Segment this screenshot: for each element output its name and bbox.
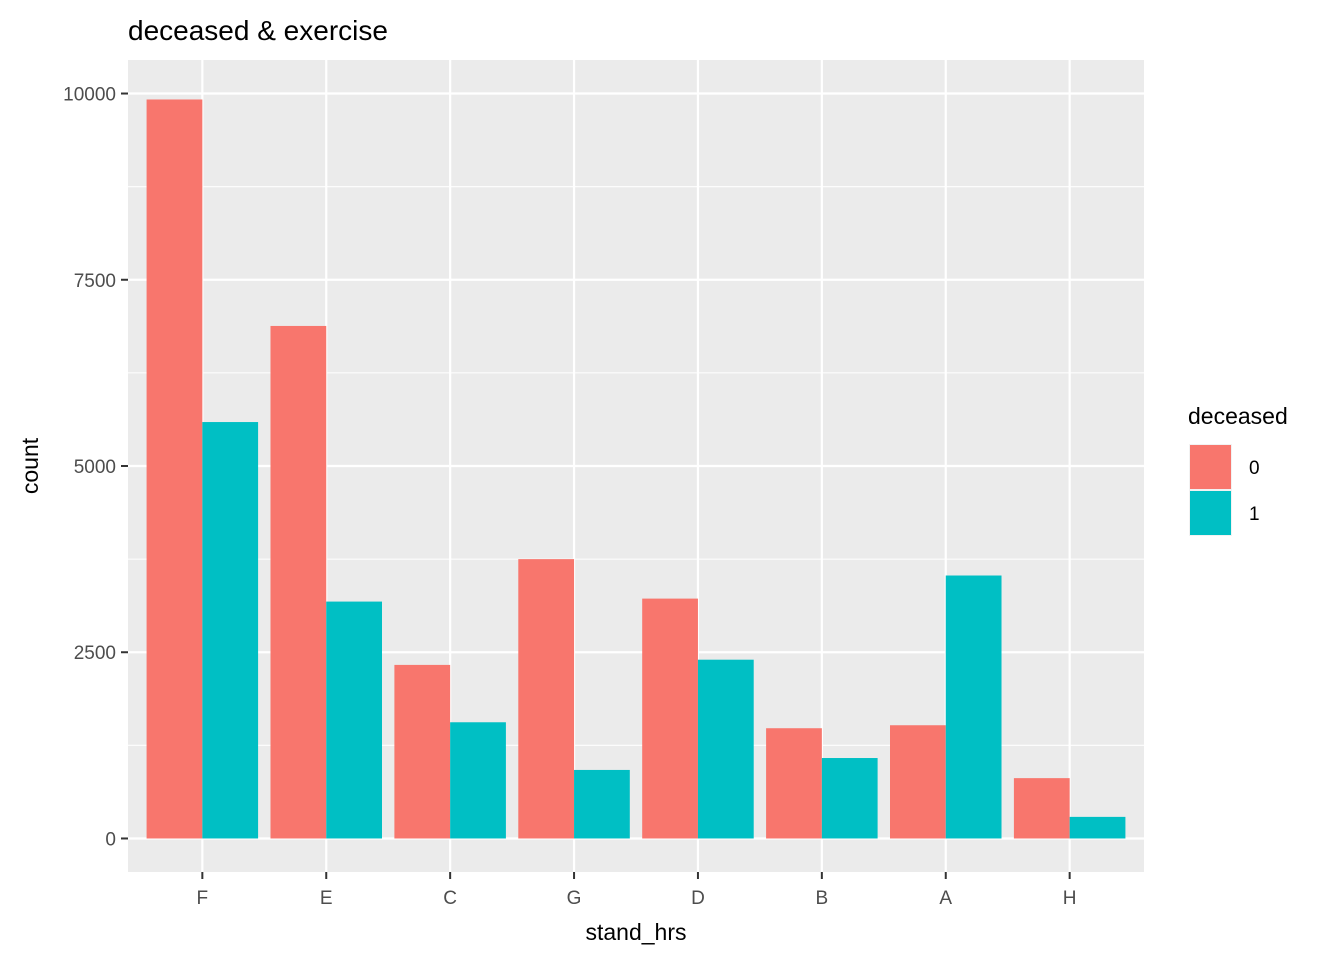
bar-D-series-1 (697, 659, 754, 839)
bar-C-series-0 (394, 664, 451, 839)
bar-C-series-1 (450, 722, 506, 839)
y-axis-title: count (17, 437, 43, 494)
x-tick-label: F (197, 888, 209, 909)
x-tick-label: D (691, 888, 705, 909)
bar-D-series-0 (642, 598, 698, 839)
bar-E-series-1 (326, 601, 382, 839)
bar-F-series-1 (202, 422, 259, 839)
x-tick-label: G (567, 888, 582, 909)
x-tick-label: C (443, 888, 457, 909)
x-tick-label: B (816, 888, 829, 909)
legend-swatch-1 (1190, 491, 1231, 535)
y-tick-label: 7500 (74, 271, 116, 292)
bar-G-series-0 (518, 559, 575, 839)
bar-A-series-0 (890, 725, 946, 839)
bar-B-series-0 (766, 728, 822, 839)
y-tick-label: 10000 (63, 85, 116, 106)
x-tick-label: H (1063, 888, 1077, 909)
bar-A-series-1 (945, 575, 1002, 839)
y-tick-label: 0 (105, 829, 116, 850)
y-axis: 0 2500 5000 7500 10000 (63, 85, 128, 850)
bars (146, 99, 1126, 839)
chart-title: deceased & exercise (128, 15, 388, 46)
legend-label-1: 1 (1249, 504, 1260, 525)
y-tick-label: 5000 (74, 457, 116, 478)
bar-B-series-1 (821, 758, 878, 839)
x-tick-label: E (320, 888, 333, 909)
legend-swatch-0 (1190, 445, 1231, 489)
bar-E-series-0 (270, 325, 327, 839)
x-axis-title: stand_hrs (585, 919, 686, 945)
legend-label-0: 0 (1249, 458, 1260, 479)
legend-items: 01 (1189, 444, 1260, 536)
x-tick-label: A (939, 888, 952, 909)
bar-H-series-1 (1069, 816, 1126, 839)
legend: deceased 01 (1188, 403, 1288, 536)
y-tick-label: 2500 (74, 643, 116, 664)
bar-G-series-1 (574, 769, 630, 839)
bar-F-series-0 (146, 99, 203, 839)
legend-title: deceased (1188, 403, 1288, 429)
bar-H-series-0 (1013, 778, 1070, 839)
